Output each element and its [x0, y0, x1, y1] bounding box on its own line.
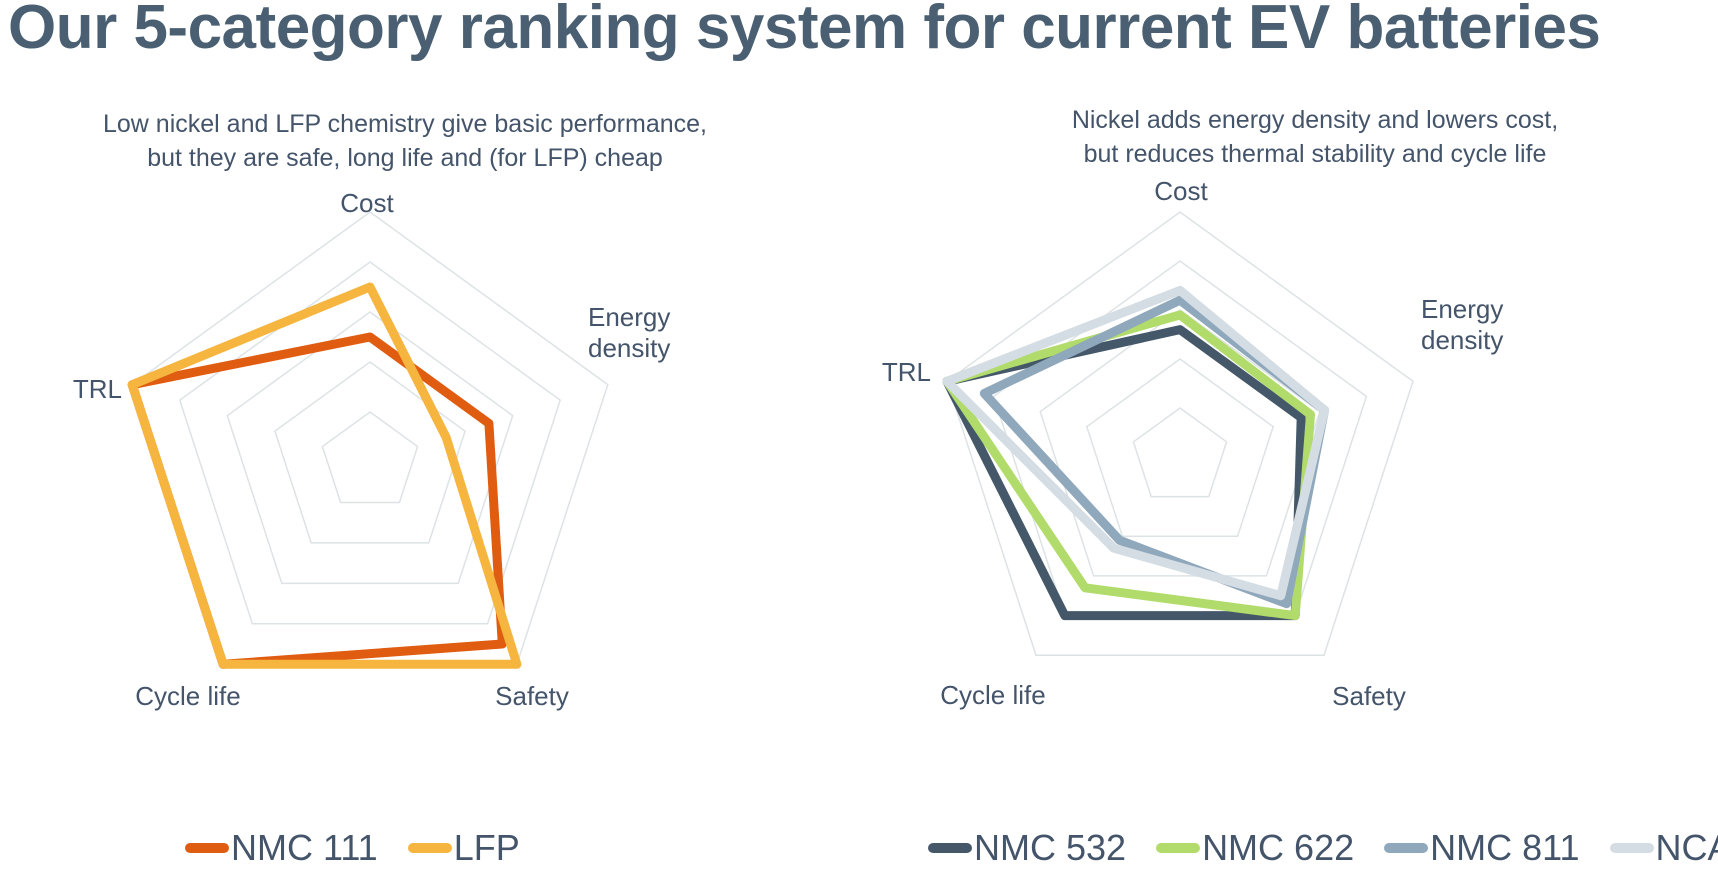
left-gridline-4 [178, 261, 562, 625]
right-legend-swatch-nmc-811 [1384, 843, 1429, 853]
left-chart-subtitle: Low nickel and LFP chemistry give basic … [40, 107, 770, 175]
right-legend-label-nmc-532: NMC 532 [974, 827, 1127, 868]
left-gridline-1 [321, 411, 419, 504]
left-chart-subtitle-line-1: Low nickel and LFP chemistry give basic … [103, 110, 707, 138]
right-legend-item-nmc-811: NMC 811 [1384, 827, 1580, 869]
right-chart-legend: NMC 532 NMC 622 NMC 811 NCA [928, 827, 1718, 869]
right-radar-chart: Cost Energy density Safety Cycle life TRL [882, 176, 1504, 711]
right-axis-label-cost: Cost [1154, 176, 1208, 206]
right-legend-item-nmc-622: NMC 622 [1156, 827, 1354, 869]
right-legend-swatch-nmc-622 [1156, 843, 1201, 853]
left-legend-label-lfp: LFP [453, 827, 520, 868]
right-legend-swatch-nmc-532 [928, 843, 972, 853]
right-legend-label-nmc-622: NMC 622 [1202, 827, 1355, 868]
right-legend-item-nca: NCA [1609, 827, 1718, 869]
left-axis-label-cost: Cost [340, 188, 394, 218]
right-chart-subtitle-line-2: but reduces thermal stability and cycle … [1083, 140, 1547, 168]
right-legend-label-nmc-811: NMC 811 [1430, 827, 1580, 868]
right-series-nca [942, 285, 1329, 601]
left-axis-label-trl: TRL [73, 374, 122, 404]
right-axis-label-energy-density: Energy density [1421, 294, 1503, 355]
left-chart-subtitle-line-2: but they are safe, long life and (for LF… [147, 144, 663, 172]
right-gridline-2 [1085, 358, 1275, 538]
left-chart-legend: NMC 111 LFP [185, 827, 550, 869]
left-axis-label-energy-density: Energy density [588, 302, 670, 363]
right-chart-subtitle-line-1: Nickel adds energy density and lowers co… [1071, 106, 1559, 134]
right-chart-subtitle: Nickel adds energy density and lowers co… [955, 103, 1675, 171]
right-axis-label-safety: Safety [1332, 681, 1406, 711]
left-legend-swatch-lfp [407, 843, 452, 853]
left-radar-chart: Cost Energy density Safety Cycle life TRL [73, 188, 671, 711]
left-series-nmc-111 [127, 332, 507, 669]
left-axis-label-safety: Safety [495, 681, 569, 711]
left-gridline-3 [226, 311, 514, 585]
right-legend-label-nca: NCA [1655, 827, 1718, 868]
right-gridline-1 [1132, 407, 1228, 498]
right-axis-label-cycle-life: Cycle life [940, 680, 1045, 710]
left-axis-label-cycle-life: Cycle life [135, 681, 240, 711]
left-series-lfp [127, 282, 522, 669]
page-title: Our 5-category ranking system for curren… [8, 0, 1601, 62]
right-gridline-5 [946, 211, 1414, 656]
right-legend-item-nmc-532: NMC 532 [928, 827, 1126, 869]
right-gridline-3 [1039, 309, 1321, 577]
left-legend-item-lfp: LFP [407, 827, 520, 869]
left-legend-item-nmc-111: NMC 111 [185, 827, 378, 869]
right-legend-swatch-nca [1609, 843, 1654, 853]
left-legend-swatch-nmc-111 [185, 843, 229, 853]
left-gridline-2 [274, 361, 466, 544]
right-axis-label-trl: TRL [882, 357, 931, 387]
left-legend-label-nmc-111: NMC 111 [231, 827, 378, 868]
